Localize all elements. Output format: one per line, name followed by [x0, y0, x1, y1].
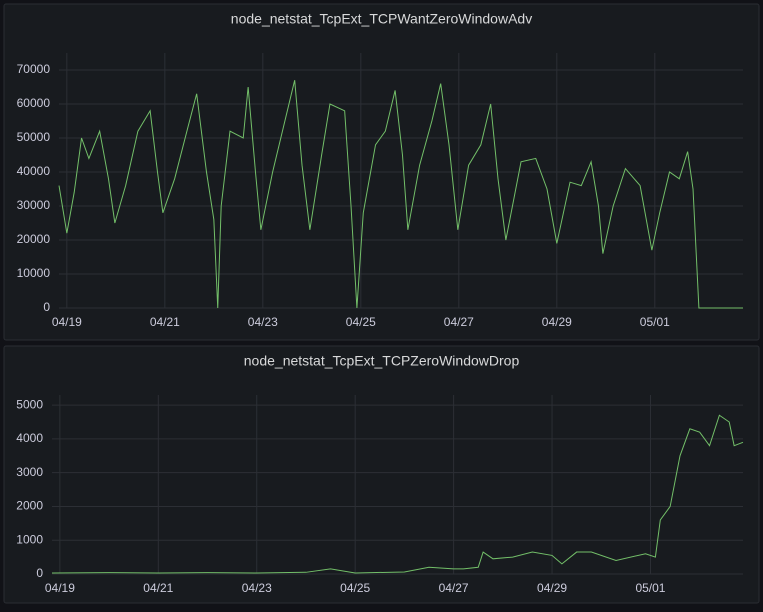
- y-tick-label: 2000: [16, 499, 43, 513]
- x-tick-label: 05/01: [635, 581, 665, 595]
- x-tick-label: 05/01: [640, 315, 670, 329]
- x-tick-label: 04/23: [248, 315, 278, 329]
- x-tick-label: 04/21: [143, 581, 173, 595]
- y-tick-label: 0: [36, 566, 43, 580]
- series-line: [51, 414, 744, 574]
- x-tick-label: 04/27: [439, 581, 469, 595]
- panel-title: node_netstat_TcpExt_TCPZeroWindowDrop: [244, 353, 520, 369]
- y-tick-label: 4000: [16, 431, 43, 445]
- y-tick-label: 50000: [17, 130, 51, 144]
- x-tick-label: 04/19: [45, 581, 75, 595]
- y-tick-label: 10000: [17, 266, 51, 280]
- x-tick-label: 04/27: [444, 315, 474, 329]
- x-tick-label: 04/21: [150, 315, 180, 329]
- y-tick-label: 70000: [17, 62, 51, 76]
- y-tick-label: 5000: [16, 397, 43, 411]
- x-tick-label: 04/29: [537, 581, 567, 595]
- x-tick-label: 04/19: [52, 315, 82, 329]
- y-tick-label: 1000: [16, 532, 43, 546]
- y-tick-label: 20000: [17, 232, 51, 246]
- y-tick-label: 40000: [17, 164, 51, 178]
- y-tick-label: 0: [43, 300, 50, 314]
- x-tick-label: 04/25: [340, 581, 370, 595]
- series-line: [58, 80, 743, 309]
- y-tick-label: 30000: [17, 198, 51, 212]
- x-tick-label: 04/23: [242, 581, 272, 595]
- panel-title: node_netstat_TcpExt_TCPWantZeroWindowAdv: [231, 11, 532, 27]
- y-tick-label: 3000: [16, 465, 43, 479]
- x-tick-label: 04/25: [346, 315, 376, 329]
- panel: [3, 345, 760, 604]
- y-tick-label: 60000: [17, 96, 51, 110]
- x-tick-label: 04/29: [542, 315, 572, 329]
